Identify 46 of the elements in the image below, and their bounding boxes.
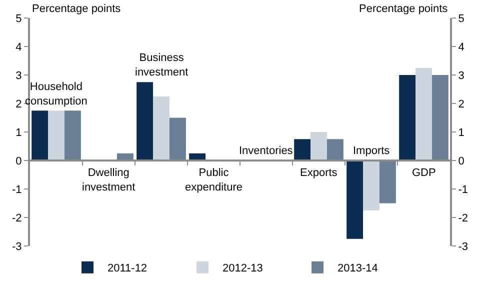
y2-tick-label: 4 — [458, 41, 464, 54]
y-tick-label: -2 — [12, 212, 22, 224]
x-tick-label: Household consumption — [25, 81, 88, 108]
x-tick-label: GDP — [412, 167, 436, 179]
y-tick-label: 5 — [16, 12, 22, 25]
bar — [363, 160, 380, 210]
bar — [379, 160, 396, 204]
bar — [326, 139, 344, 160]
x-tick-label: Dwelling investment — [82, 167, 136, 194]
y-tick-label: 4 — [16, 41, 22, 54]
x-tick-label: Inventories — [239, 145, 294, 157]
y-tick-label: 2 — [16, 98, 22, 110]
y-tick-label: 1 — [16, 126, 22, 139]
legend-label: 2012-13 — [222, 262, 263, 275]
bar — [416, 68, 432, 160]
y-tick-label: -1 — [12, 184, 22, 196]
bar — [399, 75, 416, 160]
x-tick-label: Exports — [300, 167, 338, 179]
y-tick-label: -3 — [12, 240, 22, 253]
x-tick-label: Public expenditure — [185, 167, 242, 194]
bar — [136, 82, 154, 160]
legend-label: 2011-12 — [108, 262, 148, 275]
bar — [32, 110, 48, 160]
y-tick-label: 3 — [16, 70, 22, 82]
y-axis-title: Percentage points — [32, 3, 122, 15]
legend-label: 2013-14 — [338, 262, 378, 275]
bar — [294, 139, 311, 160]
y2-tick-label: -3 — [458, 240, 468, 253]
y-tick-label: 0 — [16, 155, 22, 168]
bar — [153, 96, 170, 160]
bar — [48, 110, 64, 160]
bar — [64, 110, 81, 160]
y2-tick-label: 0 — [458, 155, 464, 168]
y2-tick-label: 2 — [458, 98, 464, 110]
y2-tick-label: -2 — [458, 212, 468, 224]
bar — [346, 160, 364, 239]
bar — [169, 118, 186, 160]
y2-axis-title: Percentage points — [359, 3, 448, 15]
y2-tick-label: 5 — [458, 12, 464, 25]
bar — [432, 75, 448, 160]
x-tick-label: Imports — [353, 145, 390, 157]
y2-tick-label: 3 — [458, 70, 464, 82]
bar — [310, 132, 327, 160]
y2-tick-label: 1 — [458, 126, 464, 139]
y2-tick-label: -1 — [458, 184, 468, 196]
x-tick-label: Business investment — [135, 52, 188, 78]
